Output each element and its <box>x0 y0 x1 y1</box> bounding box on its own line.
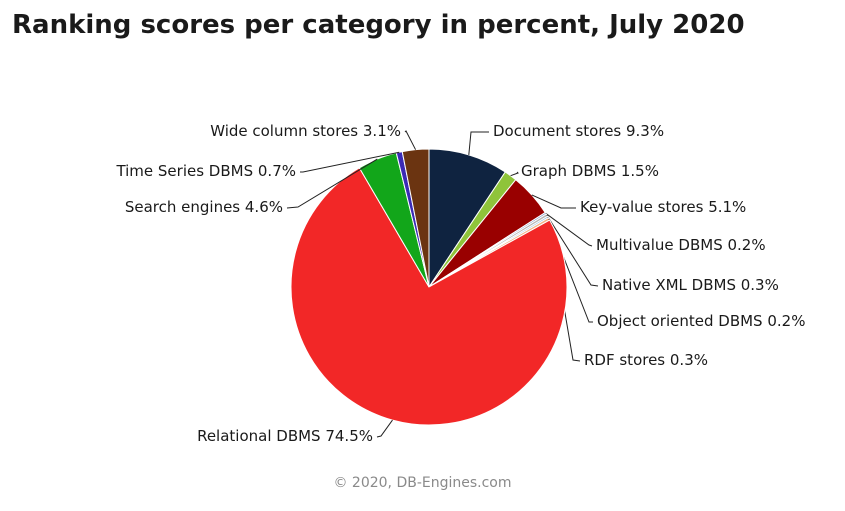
leader-line-search-engines <box>286 158 378 209</box>
data-label-graph-dbms: Graph DBMS 1.5% <box>521 162 659 180</box>
data-label-key-value-stores: Key-value stores 5.1% <box>580 198 746 216</box>
data-label-search-engines: Search engines 4.6% <box>125 198 283 216</box>
data-label-relational-dbms: Relational DBMS 74.5% <box>197 427 373 445</box>
data-label-native-xml-dbms: Native XML DBMS 0.3% <box>602 276 779 294</box>
chart-title: Ranking scores per category in percent, … <box>12 10 745 40</box>
leader-line-time-series-dbms <box>300 151 400 173</box>
data-label-multivalue-dbms: Multivalue DBMS 0.2% <box>596 236 766 254</box>
leader-line-key-value-stores <box>531 194 576 209</box>
data-label-rdf-stores: RDF stores 0.3% <box>584 351 708 369</box>
leader-line-native-xml-dbms <box>546 214 599 287</box>
data-label-object-oriented-dbms: Object oriented DBMS 0.2% <box>597 312 805 330</box>
data-label-wide-column-stores: Wide column stores 3.1% <box>210 122 401 140</box>
leader-line-wide-column-stores <box>404 130 417 150</box>
leader-line-multivalue-dbms <box>545 212 593 247</box>
pie-slice-document-stores[interactable] <box>428 148 506 289</box>
leader-line-relational-dbms <box>376 419 393 438</box>
credit-text[interactable]: © 2020, DB-Engines.com <box>333 475 512 491</box>
pie-slice-relational-dbms[interactable] <box>290 167 568 426</box>
leader-line-document-stores <box>468 131 489 155</box>
data-label-time-series-dbms: Time Series DBMS 0.7% <box>115 162 296 180</box>
data-label-document-stores: Document stores 9.3% <box>493 122 664 140</box>
leader-line-graph-dbms <box>510 171 519 177</box>
